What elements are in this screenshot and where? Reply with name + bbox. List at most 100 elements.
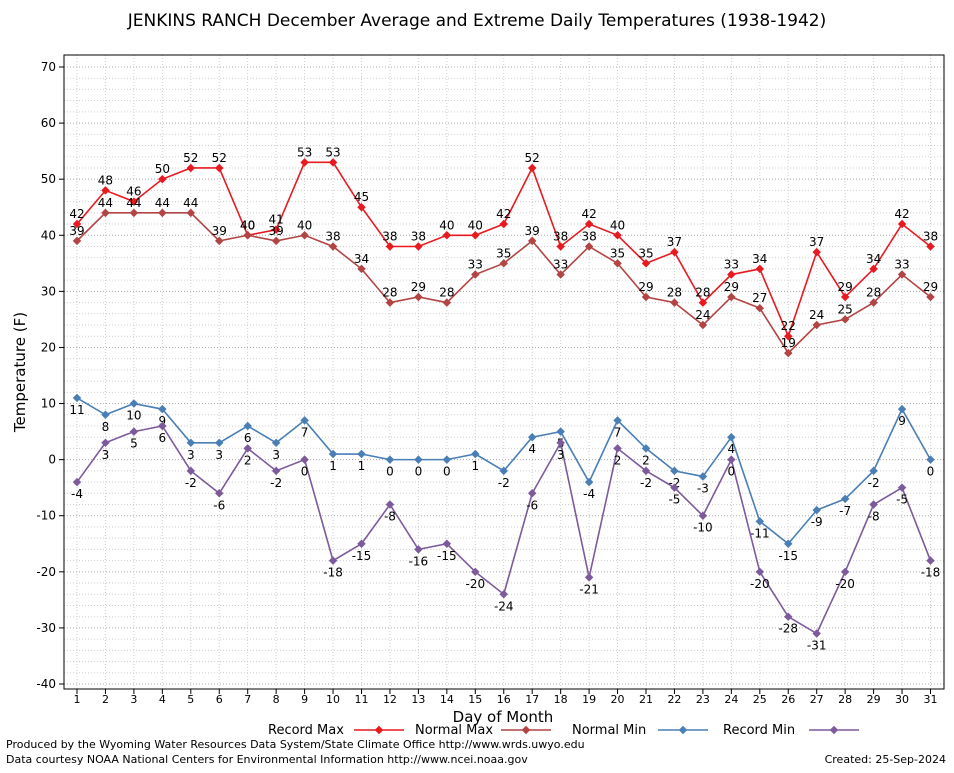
data-point-normal-max	[613, 259, 622, 268]
data-label-normal-max: 34	[354, 252, 369, 266]
data-point-normal-min	[840, 494, 850, 504]
data-label-record-max: 22	[781, 319, 796, 333]
data-point-record-max	[215, 163, 224, 173]
data-point-normal-max	[72, 236, 82, 246]
y-tick-label: 70	[41, 60, 56, 74]
data-label-normal-min: 10	[126, 409, 141, 423]
data-label-normal-min: 1	[329, 459, 337, 473]
x-tick-label: 2	[102, 693, 109, 706]
data-label-record-min: -24	[494, 599, 514, 613]
data-point-record-min	[812, 629, 821, 638]
x-tick-label: 3	[130, 693, 137, 706]
x-tick-label: 24	[724, 693, 738, 706]
legend-label-normal-max: Normal Max	[415, 723, 493, 738]
data-label-normal-max: 29	[724, 280, 739, 294]
data-label-normal-max: 28	[667, 286, 682, 300]
data-label-normal-max: 33	[553, 258, 568, 272]
data-label-record-max: 50	[155, 162, 170, 176]
series-normal-max: 39 44 44 44 44 39 40 39 40 38 34 28 29 28 33 35 39 33 38 35…	[69, 196, 938, 358]
data-label-record-min: -8	[384, 510, 396, 524]
data-label-normal-min: 1	[471, 459, 479, 473]
data-label-normal-max: 35	[610, 246, 625, 260]
data-point-normal-min	[442, 455, 452, 464]
data-label-normal-max: 44	[183, 196, 198, 210]
data-label-record-max: 38	[382, 229, 397, 243]
data-point-record-max	[414, 242, 423, 251]
data-label-record-min: -8	[868, 510, 880, 524]
data-label-record-min: 3	[557, 448, 565, 462]
data-label-normal-min: -2	[668, 476, 680, 490]
data-point-normal-max	[755, 303, 765, 313]
data-label-normal-min: -11	[750, 526, 770, 540]
data-label-normal-min: 7	[614, 425, 622, 439]
data-label-normal-min: -7	[839, 504, 851, 518]
x-tick-label: 4	[159, 693, 166, 706]
data-point-normal-min	[158, 404, 167, 414]
x-tick-label: 11	[355, 693, 369, 706]
data-label-record-min: -15	[352, 549, 372, 563]
data-point-normal-min	[186, 438, 196, 448]
x-tick-label: 5	[187, 693, 194, 706]
x-tick-label: 20	[611, 693, 625, 706]
data-label-record-max: 46	[126, 185, 141, 199]
data-label-normal-min: 3	[187, 448, 195, 462]
data-label-normal-min: 1	[358, 459, 366, 473]
data-point-normal-max	[670, 298, 679, 307]
data-label-normal-min: -2	[498, 476, 510, 490]
x-tick-label: 12	[383, 693, 397, 706]
chart-legend: Record Max Normal Max Normal Min Record Min	[268, 723, 859, 738]
data-point-record-max	[698, 298, 708, 307]
data-label-record-min: -15	[437, 549, 457, 563]
data-label-normal-max: 27	[752, 291, 767, 305]
data-label-normal-min: 8	[102, 420, 110, 434]
data-point-normal-min	[897, 404, 907, 414]
data-point-normal-min	[300, 416, 309, 425]
data-point-record-min	[499, 590, 508, 599]
data-point-record-max	[101, 186, 110, 195]
data-point-normal-max	[243, 231, 252, 240]
data-point-record-min	[698, 511, 708, 520]
legend-item-normal-max: Normal Max	[415, 723, 551, 738]
data-label-normal-min: 0	[443, 465, 451, 479]
y-tick-label: 0	[48, 453, 56, 467]
data-label-record-min: -18	[323, 566, 343, 580]
data-label-record-max: 38	[553, 229, 568, 243]
data-label-record-min: -20	[835, 577, 855, 591]
data-point-record-min	[755, 567, 765, 577]
legend-item-normal-min: Normal Min	[572, 723, 708, 738]
data-label-record-min: -20	[465, 577, 485, 591]
legend-marker-record-max	[374, 725, 384, 735]
data-point-normal-max	[385, 298, 395, 307]
footer-produced-by: Produced by the Wyoming Water Resources …	[6, 738, 585, 751]
legend-marker-normal-min	[678, 725, 688, 735]
x-tick-label: 30	[895, 693, 909, 706]
data-point-record-min	[72, 477, 82, 487]
data-point-record-max	[300, 158, 309, 167]
data-point-record-min	[186, 466, 196, 476]
data-point-normal-max	[556, 270, 565, 279]
data-point-record-min	[357, 539, 366, 549]
data-label-record-max: 33	[724, 258, 739, 272]
data-point-record-min	[613, 444, 622, 453]
data-point-record-max	[471, 231, 480, 240]
data-label-normal-min: -4	[583, 487, 595, 501]
data-point-normal-min	[414, 455, 423, 464]
data-label-normal-max: 24	[695, 308, 710, 322]
data-point-record-max	[328, 158, 338, 167]
x-tick-label: 25	[753, 693, 767, 706]
x-tick-label: 21	[639, 693, 653, 706]
data-label-record-min: -16	[409, 554, 429, 568]
x-tick-label: 9	[301, 693, 308, 706]
y-tick-label: 10	[41, 397, 56, 411]
data-label-record-max: 53	[297, 145, 312, 159]
data-label-record-max: 38	[923, 229, 938, 243]
data-point-normal-max	[215, 236, 224, 246]
data-point-normal-max	[840, 315, 850, 324]
data-label-normal-max: 24	[809, 308, 824, 322]
data-point-normal-min	[784, 539, 793, 549]
data-label-normal-min: 2	[642, 453, 650, 467]
legend-label-record-min: Record Min	[723, 723, 795, 738]
data-point-record-min	[158, 421, 167, 431]
data-point-record-min	[869, 500, 878, 509]
